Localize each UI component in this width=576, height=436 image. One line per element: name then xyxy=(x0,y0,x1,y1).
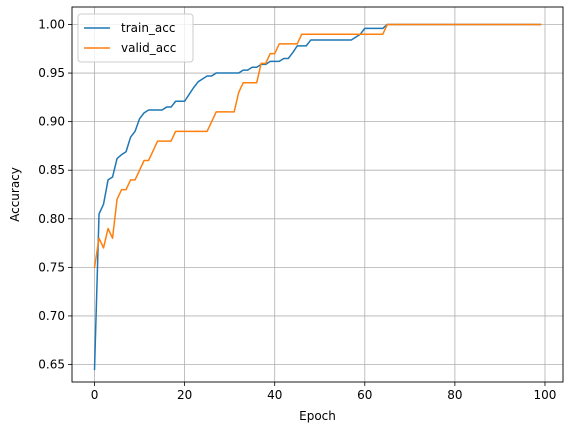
y-axis-ticks: 0.65 0.70 0.75 0.80 0.85 0.90 0.95 1.00 xyxy=(38,17,72,372)
y-tick-label: 0.90 xyxy=(38,115,65,129)
x-axis-label: Epoch xyxy=(299,409,336,423)
x-tick-label: 0 xyxy=(91,388,99,402)
y-tick-label: 0.70 xyxy=(38,309,65,323)
series-line-valid-acc xyxy=(93,23,542,269)
x-tick-label: 20 xyxy=(177,388,192,402)
y-tick-label: 0.65 xyxy=(38,358,65,372)
y-axis-label: Accuracy xyxy=(8,167,22,222)
y-tick-label: 0.95 xyxy=(38,66,65,80)
legend: train_acc valid_acc xyxy=(77,13,194,63)
x-tick-label: 40 xyxy=(267,388,282,402)
legend-label-valid-acc: valid_acc xyxy=(121,41,176,55)
x-axis-ticks: 0 20 40 60 80 100 xyxy=(91,382,557,402)
y-tick-label: 0.75 xyxy=(38,260,65,274)
legend-box xyxy=(77,13,194,63)
x-tick-label: 80 xyxy=(447,388,462,402)
axes-frame xyxy=(71,6,564,383)
y-tick-label: 0.80 xyxy=(38,212,65,226)
y-tick-label: 0.85 xyxy=(38,163,65,177)
x-tick-label: 60 xyxy=(357,388,372,402)
legend-label-train-acc: train_acc xyxy=(121,21,175,35)
y-tick-label: 1.00 xyxy=(38,17,65,31)
x-tick-label: 100 xyxy=(534,388,557,402)
series-lines xyxy=(93,23,542,371)
